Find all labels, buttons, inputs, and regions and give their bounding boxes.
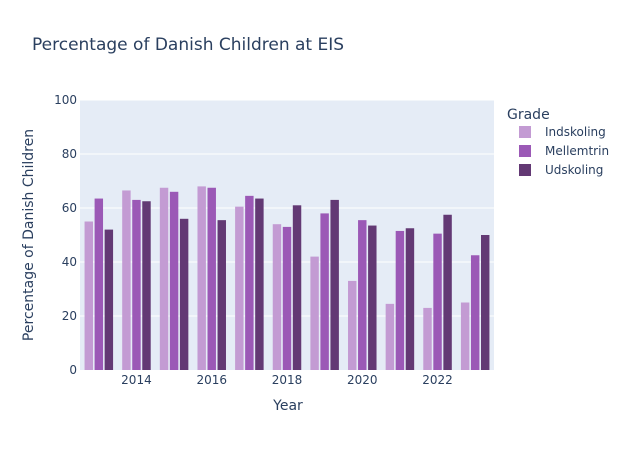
bar-udskoling-2020[interactable]	[368, 225, 377, 370]
bars	[84, 186, 490, 371]
x-axis-title: Year	[272, 398, 303, 414]
x-tick-label: 2020	[347, 373, 378, 387]
bar-udskoling-2016[interactable]	[217, 220, 226, 370]
legend-label-udskoling[interactable]: Udskoling	[545, 163, 603, 177]
bar-mellemtrin-2013[interactable]	[94, 198, 104, 370]
legend-title: Grade	[507, 107, 550, 123]
x-tick-label: 2014	[121, 373, 152, 387]
bar-mellemtrin-2019[interactable]	[320, 213, 329, 370]
bar-indskoling-2017[interactable]	[235, 206, 244, 370]
bar-udskoling-2021[interactable]	[405, 228, 415, 370]
bar-indskoling-2013[interactable]	[84, 221, 93, 371]
legend-swatch-indskoling[interactable]	[519, 126, 531, 138]
legend-label-mellemtrin[interactable]: Mellemtrin	[545, 144, 609, 158]
y-tick-label: 40	[62, 255, 77, 269]
y-axis-ticks: 0 20 40 60 80 100	[54, 93, 77, 377]
y-tick-label: 100	[54, 93, 77, 107]
x-tick-label: 2016	[196, 373, 227, 387]
bar-mellemtrin-2020[interactable]	[358, 220, 367, 370]
y-tick-label: 60	[62, 201, 77, 215]
bar-udskoling-2022[interactable]	[443, 214, 452, 370]
chart-title: Percentage of Danish Children at EIS	[32, 35, 344, 55]
x-axis-ticks: 2014 2016 2018 2020 2022	[121, 373, 453, 387]
x-tick-label: 2022	[422, 373, 453, 387]
bar-indskoling-2018[interactable]	[272, 224, 282, 370]
legend-label-indskoling[interactable]: Indskoling	[545, 125, 606, 139]
bar-indskoling-2020[interactable]	[348, 280, 357, 370]
bar-mellemtrin-2018[interactable]	[282, 226, 292, 370]
legend-swatch-udskoling[interactable]	[519, 164, 531, 176]
bar-mellemtrin-2016[interactable]	[207, 187, 216, 370]
bar-indskoling-2022[interactable]	[423, 307, 432, 370]
bar-udskoling-2018[interactable]	[292, 205, 302, 370]
bar-indskoling-2019[interactable]	[310, 256, 319, 370]
legend-swatch-mellemtrin[interactable]	[519, 145, 531, 157]
y-tick-label: 0	[69, 363, 77, 377]
bar-udskoling-2013[interactable]	[104, 229, 114, 370]
bar-indskoling-2021[interactable]	[385, 303, 395, 370]
bar-indskoling-2023[interactable]	[460, 302, 470, 371]
bar-mellemtrin-2015[interactable]	[169, 191, 179, 370]
bar-indskoling-2016[interactable]	[197, 186, 206, 370]
bar-udskoling-2015[interactable]	[179, 218, 189, 370]
y-axis-title: Percentage of Danish Children	[21, 129, 37, 341]
bar-udskoling-2017[interactable]	[255, 198, 264, 370]
bar-udskoling-2023[interactable]	[481, 235, 490, 370]
y-tick-label: 80	[62, 147, 77, 161]
bar-udskoling-2019[interactable]	[330, 199, 339, 370]
bar-mellemtrin-2017[interactable]	[245, 195, 254, 370]
bar-mellemtrin-2022[interactable]	[433, 233, 442, 370]
bar-mellemtrin-2021[interactable]	[395, 230, 405, 370]
bar-mellemtrin-2023[interactable]	[470, 255, 480, 370]
x-tick-label: 2018	[272, 373, 303, 387]
bar-udskoling-2014[interactable]	[142, 201, 151, 370]
bar-indskoling-2014[interactable]	[122, 190, 131, 370]
bar-indskoling-2015[interactable]	[159, 187, 169, 370]
legend[interactable]: Indskoling Mellemtrin Udskoling	[519, 125, 609, 177]
bar-mellemtrin-2014[interactable]	[132, 199, 141, 370]
y-tick-label: 20	[62, 309, 77, 323]
